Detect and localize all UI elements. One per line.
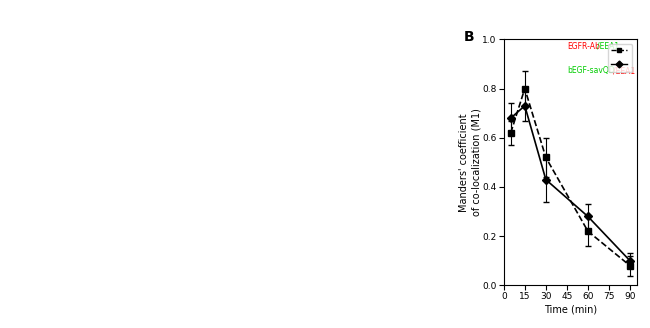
Text: A: A (3, 3, 13, 17)
Y-axis label: Manders' coefficient
of co-localization (M1): Manders' coefficient of co-localization … (460, 109, 481, 216)
Legend: , : , (608, 44, 632, 72)
X-axis label: Time (min): Time (min) (544, 304, 597, 314)
Text: EGFR-Ab: EGFR-Ab (567, 42, 601, 51)
Text: /EEA1: /EEA1 (597, 42, 619, 51)
Text: B: B (463, 30, 474, 44)
Text: /EEA1: /EEA1 (613, 66, 635, 75)
Text: bEGF-savQD: bEGF-savQD (567, 66, 616, 75)
